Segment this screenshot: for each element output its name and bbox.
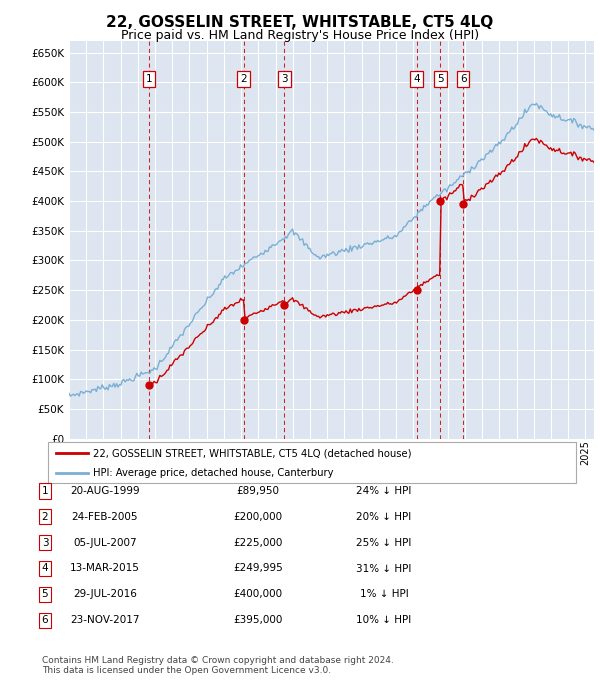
Text: 24-FEB-2005: 24-FEB-2005 <box>72 512 138 522</box>
Text: HPI: Average price, detached house, Canterbury: HPI: Average price, detached house, Cant… <box>93 468 334 478</box>
Text: £395,000: £395,000 <box>233 615 283 625</box>
Text: 29-JUL-2016: 29-JUL-2016 <box>73 590 137 599</box>
Text: 4: 4 <box>413 73 420 84</box>
Text: £89,950: £89,950 <box>236 486 280 496</box>
Text: 20% ↓ HPI: 20% ↓ HPI <box>356 512 412 522</box>
Text: 2: 2 <box>241 73 247 84</box>
Text: £400,000: £400,000 <box>233 590 283 599</box>
FancyBboxPatch shape <box>48 442 576 483</box>
Text: 23-NOV-2017: 23-NOV-2017 <box>70 615 140 625</box>
Text: Contains HM Land Registry data © Crown copyright and database right 2024.: Contains HM Land Registry data © Crown c… <box>42 656 394 665</box>
Text: 13-MAR-2015: 13-MAR-2015 <box>70 564 140 573</box>
Text: 5: 5 <box>41 590 49 599</box>
Text: 1: 1 <box>146 73 152 84</box>
Text: 3: 3 <box>281 73 287 84</box>
Text: 20-AUG-1999: 20-AUG-1999 <box>70 486 140 496</box>
Text: 05-JUL-2007: 05-JUL-2007 <box>73 538 137 547</box>
Text: 31% ↓ HPI: 31% ↓ HPI <box>356 564 412 573</box>
Text: £200,000: £200,000 <box>233 512 283 522</box>
Text: £249,995: £249,995 <box>233 564 283 573</box>
Text: 6: 6 <box>460 73 466 84</box>
Text: 6: 6 <box>41 615 49 625</box>
Text: 1% ↓ HPI: 1% ↓ HPI <box>359 590 409 599</box>
Text: 3: 3 <box>41 538 49 547</box>
Text: 10% ↓ HPI: 10% ↓ HPI <box>356 615 412 625</box>
Text: 2: 2 <box>41 512 49 522</box>
Text: Price paid vs. HM Land Registry's House Price Index (HPI): Price paid vs. HM Land Registry's House … <box>121 29 479 41</box>
Text: 1: 1 <box>41 486 49 496</box>
Text: 22, GOSSELIN STREET, WHITSTABLE, CT5 4LQ (detached house): 22, GOSSELIN STREET, WHITSTABLE, CT5 4LQ… <box>93 448 412 458</box>
Text: This data is licensed under the Open Government Licence v3.0.: This data is licensed under the Open Gov… <box>42 666 331 675</box>
Text: 5: 5 <box>437 73 444 84</box>
Text: 24% ↓ HPI: 24% ↓ HPI <box>356 486 412 496</box>
Text: £225,000: £225,000 <box>233 538 283 547</box>
Text: 22, GOSSELIN STREET, WHITSTABLE, CT5 4LQ: 22, GOSSELIN STREET, WHITSTABLE, CT5 4LQ <box>106 15 494 30</box>
Text: 4: 4 <box>41 564 49 573</box>
Text: 25% ↓ HPI: 25% ↓ HPI <box>356 538 412 547</box>
